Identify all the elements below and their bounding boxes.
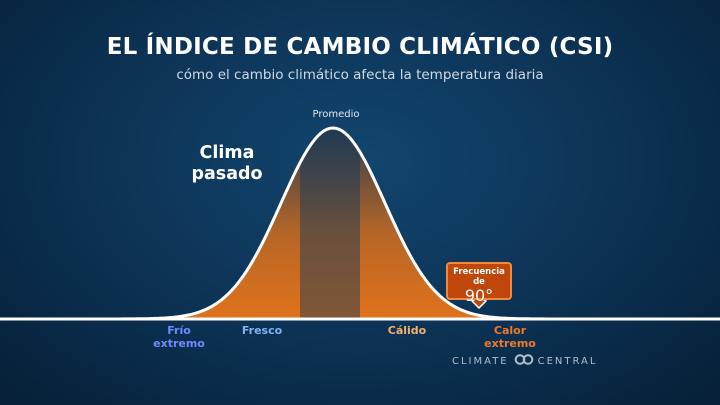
- past-climate-label: Clima pasado: [187, 143, 267, 185]
- climate-central-logo: CLIMATE CENTRAL: [452, 354, 597, 368]
- average-label: Promedio: [312, 109, 360, 120]
- category-label: Cálido: [387, 324, 427, 337]
- category-label: extremo: [484, 337, 536, 350]
- past-climate-label-line1: Clima: [199, 143, 255, 163]
- category-cool: Fresco: [230, 324, 294, 337]
- category-label: Fresco: [241, 324, 283, 337]
- frequency-value: 90°: [464, 286, 494, 305]
- category-warm: Cálido: [375, 324, 439, 337]
- category-label: Frío: [167, 324, 191, 337]
- frequency-callout: Frecuencia de 90°: [446, 262, 512, 305]
- chart-subtitle: cómo el cambio climático afecta la tempe…: [176, 67, 544, 83]
- curve-center-band: [300, 128, 360, 319]
- category-label: Calor: [493, 324, 527, 337]
- curve-fill-fade: [0, 128, 720, 319]
- frequency-label: Frecuencia de: [453, 267, 505, 287]
- category-extreme-cold: Frío extremo: [146, 324, 212, 350]
- chart-title: EL ÍNDICE DE CAMBIO CLIMÁTICO (CSI): [106, 34, 614, 60]
- category-label: extremo: [153, 337, 205, 350]
- logo-left-word: CLIMATE: [452, 355, 509, 367]
- logo-rings-icon: [514, 354, 534, 368]
- category-extreme-heat: Calor extremo: [477, 324, 543, 350]
- logo-right-word: CENTRAL: [537, 355, 598, 367]
- past-climate-label-line2: pasado: [191, 164, 263, 184]
